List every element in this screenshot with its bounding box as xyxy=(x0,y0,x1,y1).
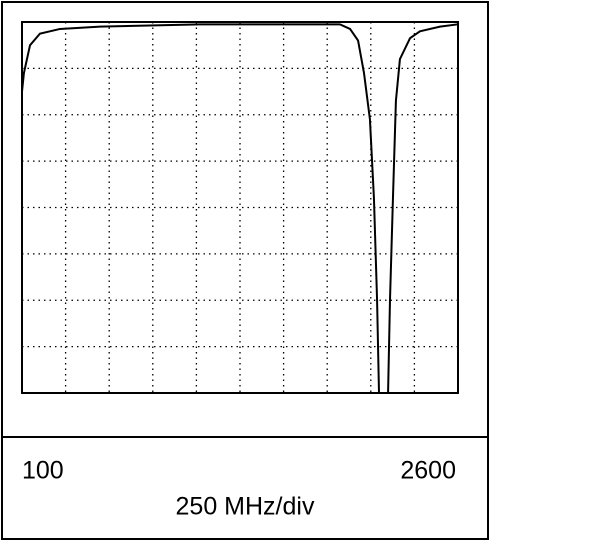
x-tick-label: 100 xyxy=(22,457,64,485)
x-tick-label: 2600 xyxy=(400,457,456,485)
plot-border xyxy=(21,21,459,394)
frame xyxy=(1,1,489,540)
x-axis-label: 250 MHz/div xyxy=(176,493,315,521)
trace xyxy=(21,23,459,394)
